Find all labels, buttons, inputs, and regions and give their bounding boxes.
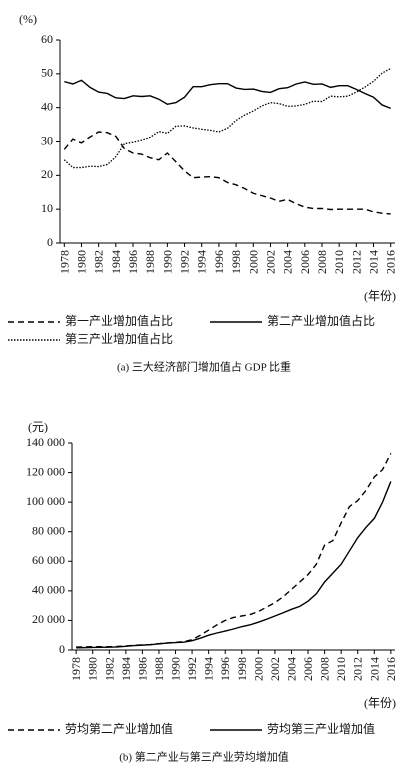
x-tick-label: 2006: [301, 657, 315, 681]
x-tick-label: 2008: [315, 250, 329, 274]
y-tick-label: 40: [41, 99, 53, 113]
y-tick-label: 40 000: [32, 583, 65, 597]
x-tick-label: 2004: [281, 250, 295, 274]
x-tick-label: 2000: [246, 250, 260, 274]
y-axis-label: (%): [19, 12, 37, 26]
y-tick-label: 100 000: [26, 494, 65, 508]
x-tick-label: 1992: [178, 250, 192, 274]
x-axis-label: (年份): [364, 289, 396, 303]
x-tick-label: 1996: [218, 657, 232, 681]
x-tick-label: 1996: [212, 250, 226, 274]
x-tick-label: 1994: [202, 657, 216, 681]
caption: (b) 第二产业与第三产业劳均增加值: [119, 750, 289, 764]
y-tick-label: 30: [41, 133, 53, 147]
x-axis-label: (年份): [364, 696, 396, 710]
legend-label: 劳均第三产业增加值: [267, 721, 375, 736]
x-tick-label: 1990: [169, 657, 183, 681]
x-tick-label: 2006: [298, 250, 312, 274]
series-line: [63, 67, 392, 169]
x-tick-label: 1980: [74, 250, 88, 274]
x-tick-label: 1982: [102, 657, 116, 681]
x-tick-label: 2000: [251, 657, 265, 681]
y-axis-label: (元): [28, 420, 48, 434]
x-tick-label: 1998: [229, 250, 243, 274]
x-tick-label: 2004: [284, 657, 298, 681]
x-tick-label: 1992: [185, 657, 199, 681]
x-tick-label: 2014: [367, 250, 381, 274]
legend-label: 劳均第二产业增加值: [65, 721, 173, 736]
legend-label: 第一产业增加值占比: [65, 313, 173, 328]
x-tick-label: 2016: [384, 250, 398, 274]
x-tick-label: 1988: [143, 250, 157, 274]
legend-label: 第二产业增加值占比: [267, 313, 375, 328]
y-tick-label: 80 000: [32, 523, 65, 537]
y-tick-label: 120 000: [26, 464, 65, 478]
caption: (a) 三大经济部门增加值占 GDP 比重: [117, 360, 291, 374]
x-tick-label: 1986: [126, 250, 140, 274]
series-line: [76, 453, 392, 648]
x-tick-label: 2002: [268, 657, 282, 681]
y-tick-label: 20: [41, 167, 53, 181]
y-tick-label: 60: [41, 32, 53, 46]
y-tick-label: 60 000: [32, 553, 65, 567]
x-tick-label: 1998: [235, 657, 249, 681]
series-line: [64, 79, 391, 109]
y-tick-label: 140 000: [26, 435, 65, 449]
y-tick-label: 20 000: [32, 612, 65, 626]
y-tick-label: 50: [41, 66, 53, 80]
x-tick-label: 1984: [109, 250, 123, 274]
x-tick-label: 1980: [86, 657, 100, 681]
x-tick-label: 1990: [160, 250, 174, 274]
x-tick-label: 2012: [351, 657, 365, 681]
x-tick-label: 2010: [334, 657, 348, 681]
x-tick-label: 2010: [332, 250, 346, 274]
x-tick-label: 2002: [263, 250, 277, 274]
x-tick-label: 2014: [367, 657, 381, 681]
y-tick-label: 0: [47, 235, 53, 249]
x-tick-label: 1984: [119, 657, 133, 681]
x-tick-label: 1994: [195, 250, 209, 274]
legend-label: 第三产业增加值占比: [65, 331, 173, 346]
series-line: [76, 481, 392, 649]
x-tick-label: 2016: [384, 657, 398, 681]
x-tick-label: 1978: [57, 250, 71, 274]
x-tick-label: 1982: [92, 250, 106, 274]
x-tick-label: 1988: [152, 657, 166, 681]
y-tick-label: 0: [59, 642, 65, 656]
y-tick-label: 10: [41, 201, 53, 215]
series-line: [63, 131, 391, 215]
x-tick-label: 2008: [318, 657, 332, 681]
x-tick-label: 1986: [135, 657, 149, 681]
x-tick-label: 2012: [349, 250, 363, 274]
x-tick-label: 1978: [69, 657, 83, 681]
